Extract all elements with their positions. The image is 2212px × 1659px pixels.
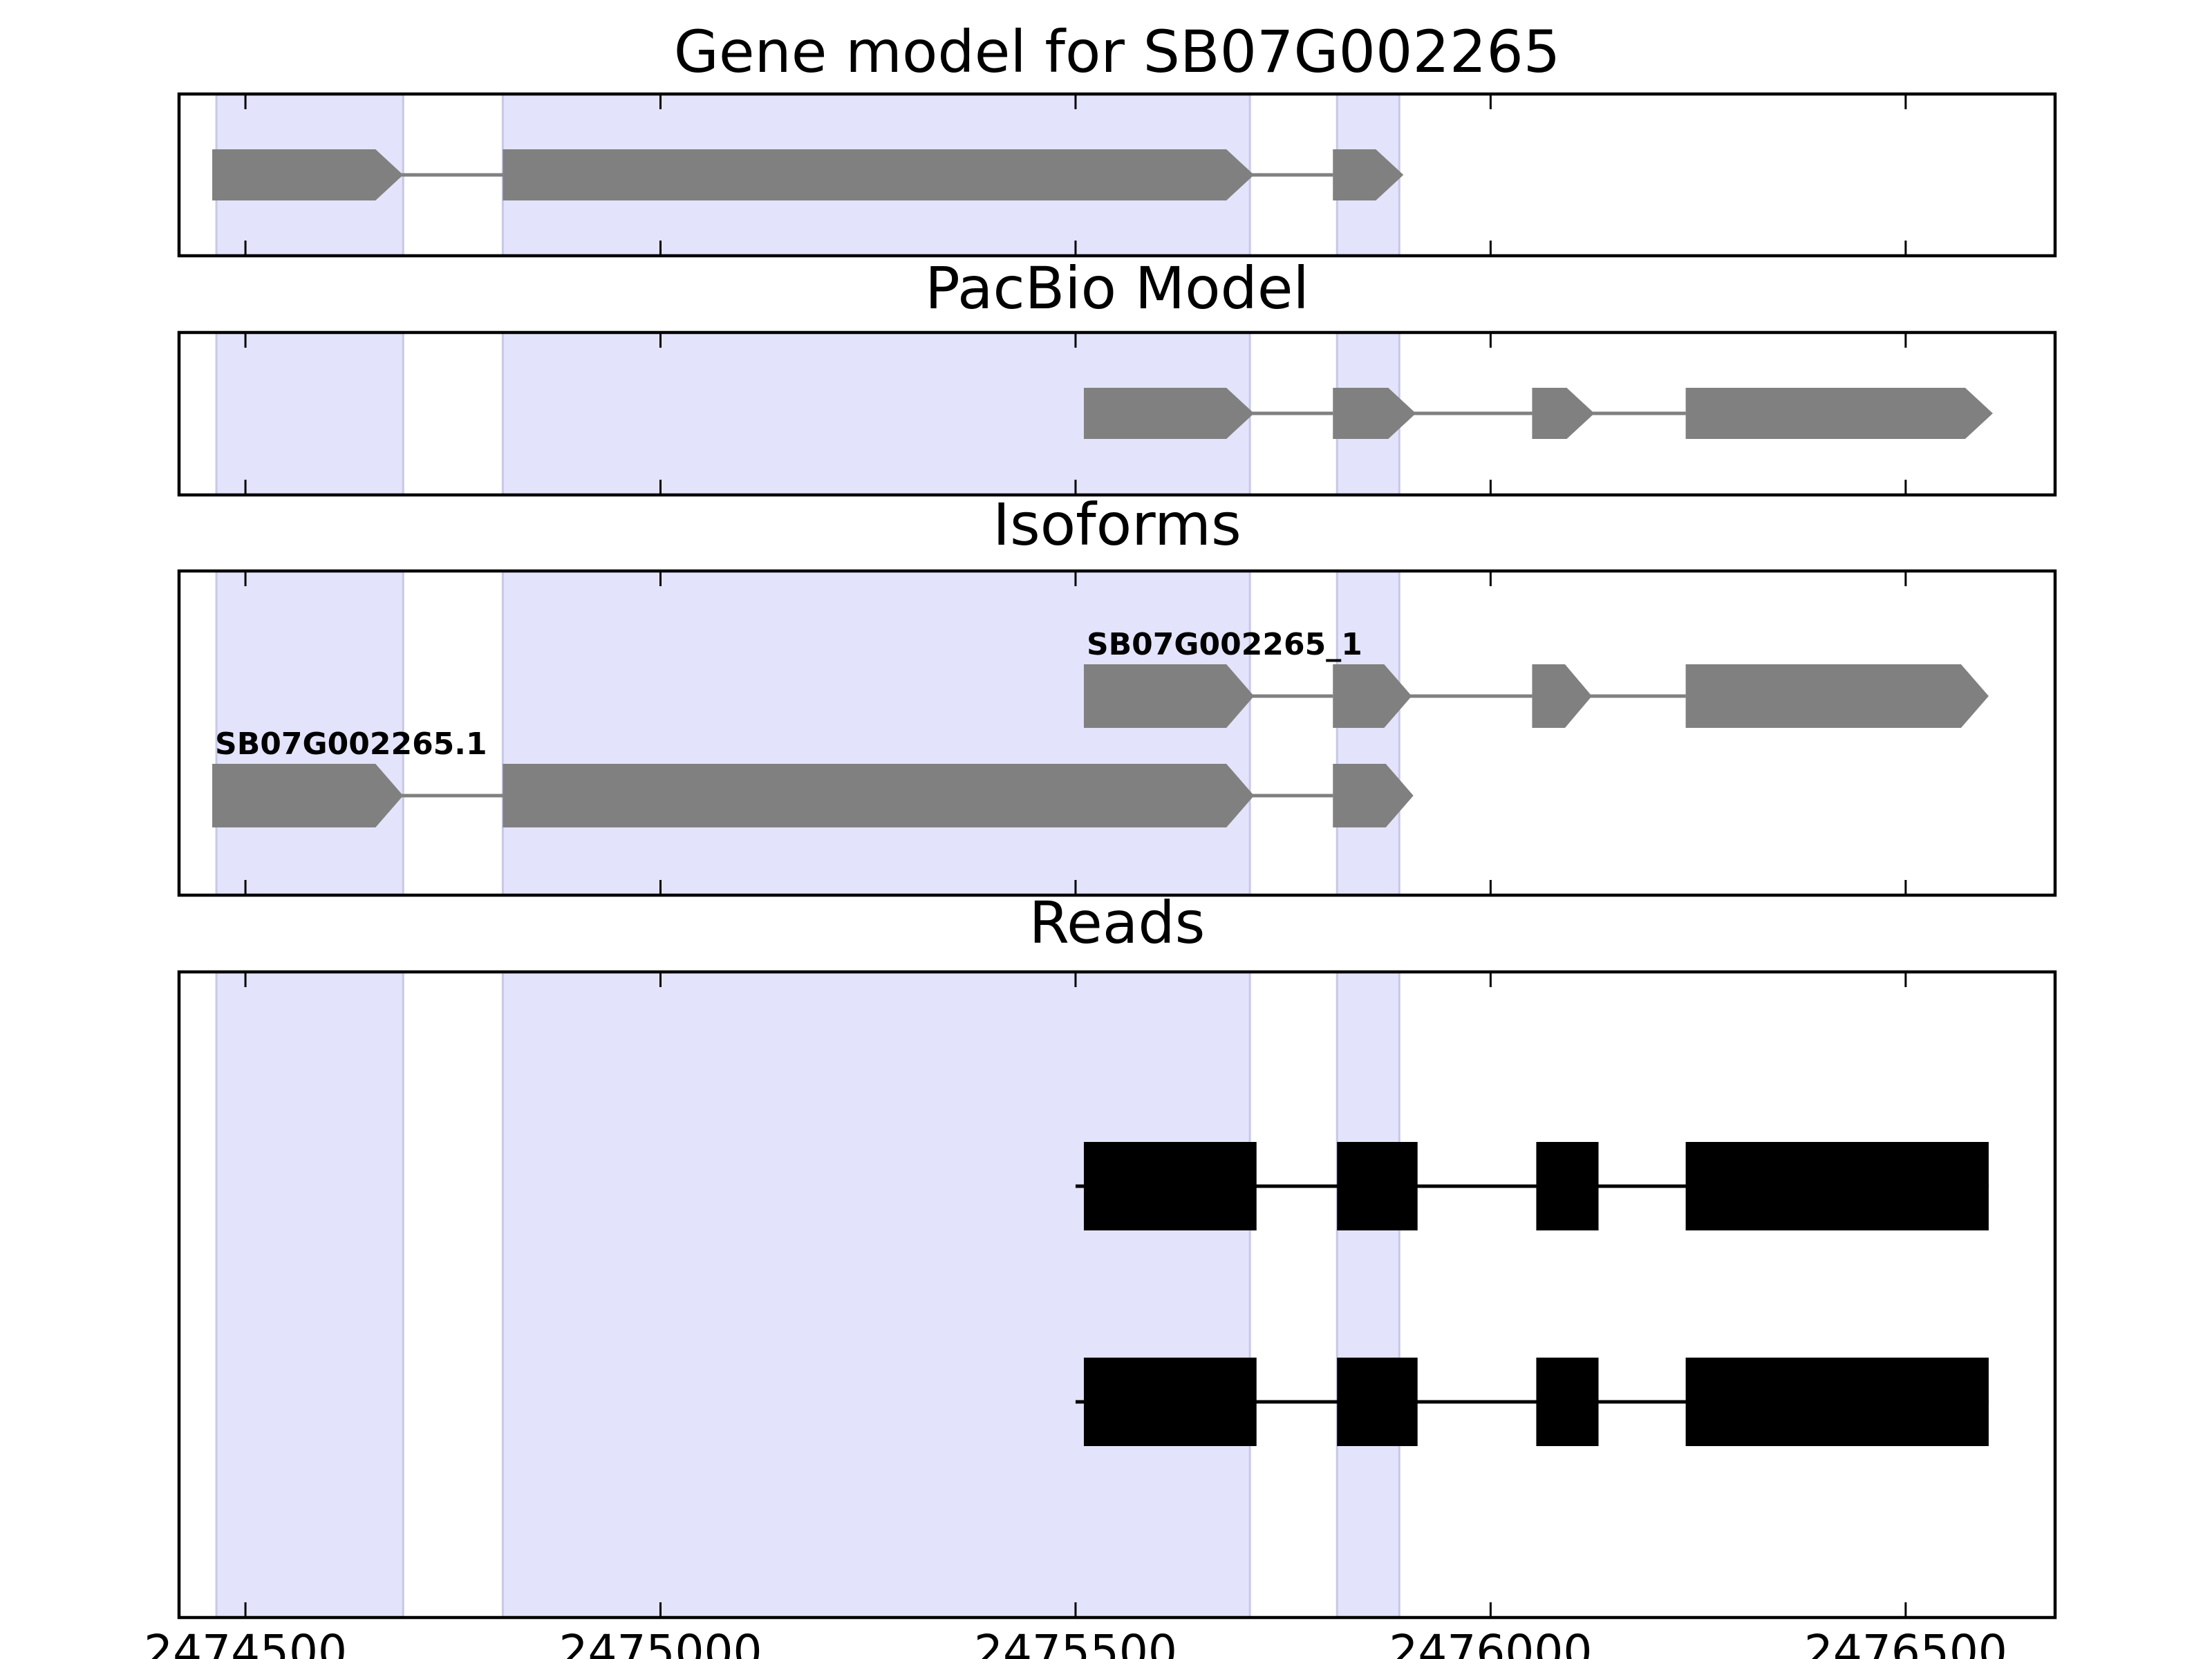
x-tick-label-1: 2475000 bbox=[559, 1625, 762, 1659]
shaded-region-1 bbox=[501, 570, 1251, 897]
exon-arrow-0 bbox=[212, 149, 404, 200]
exon-arrow-3 bbox=[1685, 388, 1993, 439]
read-block-0 bbox=[1083, 1358, 1257, 1446]
x-tick-labels: 2474500 2475000 2475500 2476000 2476500 bbox=[144, 1625, 2007, 1659]
panel-title-gene-model: Gene model for SB07G002265 bbox=[674, 18, 1560, 86]
exon-arrow-0 bbox=[1083, 388, 1255, 439]
x-tick-label-2: 2475500 bbox=[974, 1625, 1177, 1659]
read-block-0 bbox=[1083, 1142, 1257, 1230]
exon-arrow-2 bbox=[1333, 149, 1404, 200]
read-tracks bbox=[1075, 1142, 1989, 1446]
shaded-region-0 bbox=[215, 331, 404, 496]
panel-title-reads: Reads bbox=[1029, 889, 1206, 957]
panel-gene-model: Gene model for SB07G002265 bbox=[177, 18, 2057, 258]
panel-frame bbox=[177, 569, 2057, 897]
shaded-region-0 bbox=[215, 971, 404, 1619]
shaded-region-2 bbox=[1335, 971, 1400, 1619]
read-block-2 bbox=[1536, 1358, 1599, 1446]
exon-arrow-1 bbox=[503, 764, 1255, 827]
x-ticks bbox=[244, 332, 1907, 495]
exon-arrow-2 bbox=[1333, 764, 1414, 827]
feature-tracks: SB07G002265_1 SB07G002265.1 bbox=[212, 627, 1989, 827]
panel-frame bbox=[177, 92, 2057, 258]
exon-arrow-3 bbox=[1685, 664, 1989, 728]
x-tick-label-4: 2476500 bbox=[1804, 1625, 2007, 1659]
x-tick-label-3: 2476000 bbox=[1389, 1625, 1592, 1659]
read-block-1 bbox=[1337, 1358, 1418, 1446]
exon-arrow-1 bbox=[1333, 388, 1416, 439]
read-block-3 bbox=[1685, 1358, 1989, 1446]
read-block-1 bbox=[1337, 1142, 1418, 1230]
read-block-2 bbox=[1536, 1142, 1599, 1230]
exon-arrow-2 bbox=[1532, 664, 1592, 728]
isoform-label: SB07G002265_1 bbox=[1087, 627, 1362, 662]
read-block-3 bbox=[1685, 1142, 1989, 1230]
shaded-region-2 bbox=[1335, 570, 1400, 897]
shaded-region-1 bbox=[501, 971, 1251, 1619]
exon-arrow-0 bbox=[212, 764, 404, 827]
panel-title-isoforms: Isoforms bbox=[993, 491, 1241, 559]
feature-tracks bbox=[212, 149, 1404, 200]
exon-arrow-0 bbox=[1083, 664, 1255, 728]
exon-arrow-1 bbox=[503, 149, 1255, 200]
isoform-label: SB07G002265.1 bbox=[215, 727, 487, 762]
shaded-regions bbox=[215, 971, 1400, 1619]
panel-frame bbox=[177, 330, 2057, 497]
panel-isoforms: Isoforms SB07G002265_1 SB07G002265.1 bbox=[177, 491, 2057, 897]
feature-tracks bbox=[1083, 388, 1993, 439]
x-ticks bbox=[244, 571, 1907, 895]
shaded-regions bbox=[215, 570, 1400, 897]
x-ticks bbox=[244, 94, 1907, 256]
panel-pacbio-model: PacBio Model bbox=[177, 254, 2057, 497]
x-ticks bbox=[244, 972, 1907, 1618]
exon-arrow-2 bbox=[1532, 388, 1595, 439]
panel-reads: Reads 2474500 2475000 2475500 2476000 247650… bbox=[144, 889, 2057, 1659]
panel-frame bbox=[177, 970, 2057, 1620]
panel-title-pacbio: PacBio Model bbox=[925, 254, 1309, 322]
shaded-region-0 bbox=[215, 570, 404, 897]
exon-arrow-1 bbox=[1333, 664, 1412, 728]
x-tick-label-0: 2474500 bbox=[144, 1625, 347, 1659]
